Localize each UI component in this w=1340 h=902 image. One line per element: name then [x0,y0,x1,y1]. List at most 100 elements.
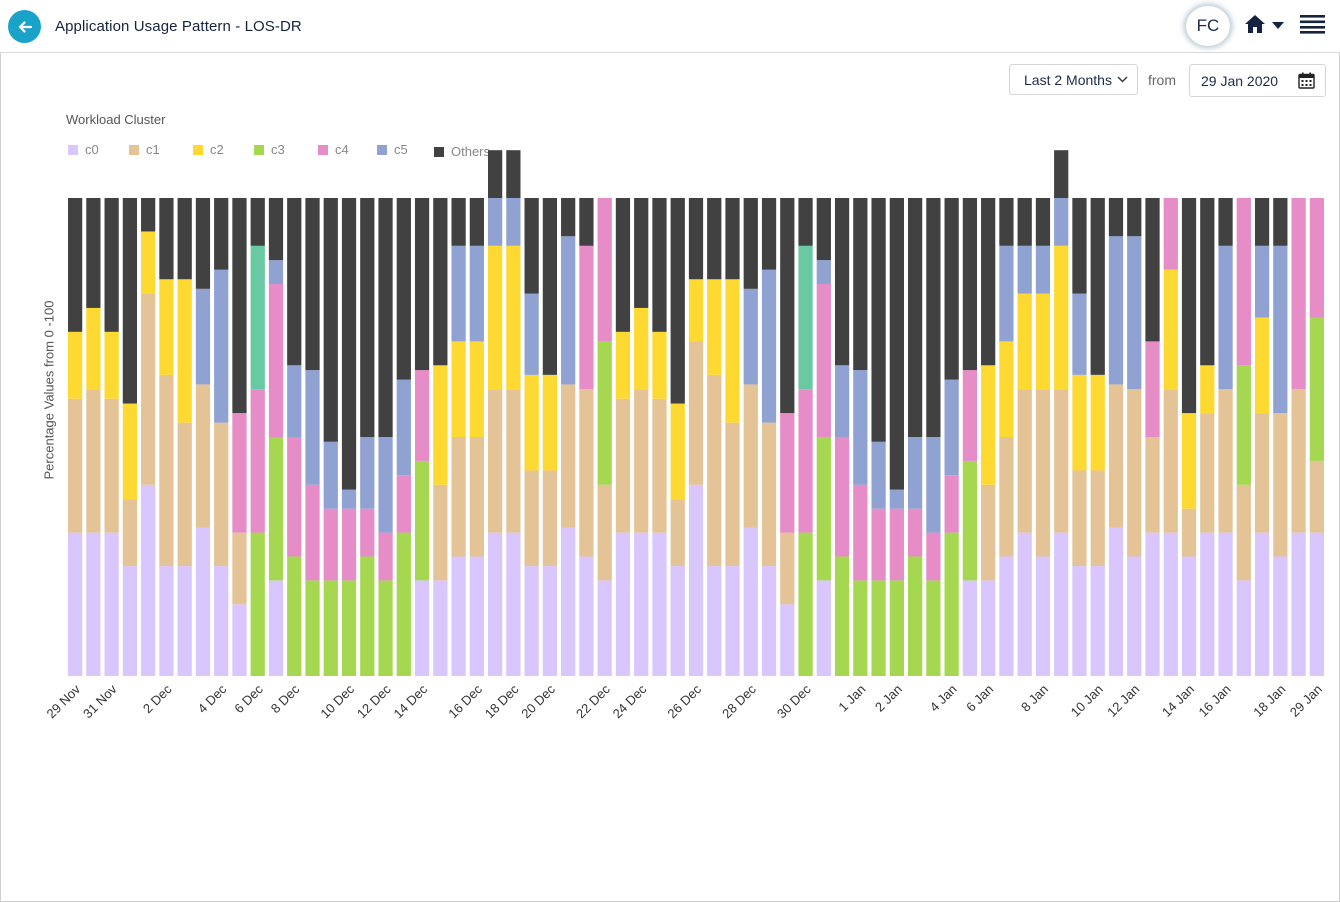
bar-27-segment-c5[interactable] [561,236,576,385]
bar-8-segment-Others[interactable] [214,198,229,270]
bar-0-segment-Others[interactable] [68,198,83,332]
bar-9-segment-c0[interactable] [232,604,247,676]
bar-26-segment-c1[interactable] [542,470,558,567]
bar-37-segment-c5[interactable] [743,288,758,385]
bar-11-segment-Others[interactable] [268,198,284,261]
bar-17-segment-c3[interactable] [378,580,393,676]
bar-10-segment-Others[interactable] [250,198,265,246]
bar-28-segment-c0[interactable] [579,556,594,677]
bar-4-segment-c1[interactable] [141,293,156,485]
bar-29-segment-c3[interactable] [597,341,612,485]
bar-12-segment-c4[interactable] [287,437,302,557]
from-date-field[interactable]: 29 Jan 2020 [1189,64,1326,97]
bar-16-segment-c4[interactable] [360,508,375,557]
bar-52-segment-c2[interactable] [1017,293,1032,390]
bar-23-segment-Others[interactable] [488,150,503,198]
bar-3-segment-c2[interactable] [122,403,138,500]
bar-5-segment-c2[interactable] [159,279,174,375]
bar-51-segment-c0[interactable] [999,556,1014,677]
bar-60-segment-c1[interactable] [1163,389,1178,533]
bar-19-segment-Others[interactable] [414,198,430,371]
legend-item-c1[interactable]: c1 [129,142,160,157]
bar-27-segment-c0[interactable] [561,527,576,676]
bar-33-segment-Others[interactable] [670,198,685,404]
user-avatar[interactable]: FC [1186,6,1230,46]
bar-13-segment-c3[interactable] [305,580,320,676]
bar-65-segment-c5[interactable] [1254,245,1270,318]
bar-19-segment-c0[interactable] [414,580,430,676]
bar-65-segment-c1[interactable] [1254,413,1270,533]
bar-41-segment-c3[interactable] [816,437,831,581]
bar-38-segment-c0[interactable] [761,566,777,676]
bar-51-segment-Others[interactable] [999,198,1014,246]
bar-47-segment-Others[interactable] [926,198,941,437]
bar-7-segment-c5[interactable] [195,288,211,385]
bar-9-segment-Others[interactable] [232,198,247,414]
bar-55-segment-c0[interactable] [1072,566,1087,676]
bar-42-segment-Others[interactable] [834,198,850,366]
bar-61-segment-c0[interactable] [1181,556,1197,677]
bar-25-segment-c2[interactable] [524,374,539,471]
bar-54-segment-c1[interactable] [1054,389,1069,533]
bar-41-segment-c5[interactable] [816,260,831,285]
bar-46-segment-c5[interactable] [908,437,923,509]
bar-33-segment-c1[interactable] [670,499,685,567]
bar-51-segment-c5[interactable] [999,245,1014,342]
bar-53-segment-c0[interactable] [1035,556,1051,677]
bar-53-segment-c5[interactable] [1035,245,1051,294]
bar-38-segment-Others[interactable] [761,198,777,270]
bar-4-segment-Others[interactable] [141,198,156,232]
bar-45-segment-Others[interactable] [889,198,904,490]
bar-63-segment-c1[interactable] [1218,389,1233,533]
bar-44-segment-c4[interactable] [871,508,886,581]
bar-0-segment-c1[interactable] [68,398,83,533]
bar-24-segment-c0[interactable] [506,532,521,676]
bar-27-segment-Others[interactable] [561,198,576,237]
bar-47-segment-c4[interactable] [926,532,941,581]
bar-40-segment-c3[interactable] [798,532,813,676]
bar-8-segment-c0[interactable] [214,566,229,676]
bar-23-segment-c0[interactable] [488,532,503,676]
bar-21-segment-c5[interactable] [451,245,466,342]
bar-15-segment-c5[interactable] [341,489,357,509]
bar-68-segment-c1[interactable] [1309,460,1324,533]
bar-20-segment-c2[interactable] [433,365,448,485]
bar-22-segment-c2[interactable] [469,341,484,437]
bar-24-segment-c5[interactable] [506,198,521,246]
bar-52-segment-c0[interactable] [1017,532,1032,676]
bar-40-segment-teal[interactable] [798,245,813,390]
bar-14-segment-Others[interactable] [323,198,338,442]
bar-34-segment-Others[interactable] [688,198,704,280]
bar-16-segment-Others[interactable] [360,198,375,437]
bar-10-segment-c4[interactable] [250,389,265,533]
bar-43-segment-Others[interactable] [853,198,868,371]
bar-24-segment-c1[interactable] [506,389,521,533]
bar-24-segment-c2[interactable] [506,245,521,390]
bar-20-segment-c1[interactable] [433,484,448,581]
bar-11-segment-c5[interactable] [268,260,284,285]
bar-9-segment-c4[interactable] [232,413,247,533]
bar-64-segment-c1[interactable] [1236,484,1251,581]
legend-item-others[interactable]: Others [434,144,490,159]
bar-56-segment-c2[interactable] [1090,374,1105,471]
bar-20-segment-Others[interactable] [433,198,448,366]
bar-66-segment-c0[interactable] [1273,556,1288,677]
bar-22-segment-c5[interactable] [469,245,484,342]
bar-29-segment-c0[interactable] [597,580,612,676]
bar-19-segment-c3[interactable] [414,460,430,581]
bar-14-segment-c5[interactable] [323,441,338,509]
bar-58-segment-c1[interactable] [1127,389,1142,557]
bar-26-segment-Others[interactable] [542,198,558,375]
bar-65-segment-c0[interactable] [1254,532,1270,676]
bar-48-segment-c5[interactable] [944,379,959,476]
bar-21-segment-c1[interactable] [451,437,466,557]
bar-68-segment-c4[interactable] [1309,198,1324,318]
bar-12-segment-Others[interactable] [287,198,302,366]
bar-34-segment-c2[interactable] [688,279,704,342]
bar-17-segment-Others[interactable] [378,198,393,437]
bar-60-segment-c0[interactable] [1163,532,1178,676]
bar-36-segment-Others[interactable] [725,198,740,280]
bar-66-segment-c1[interactable] [1273,413,1288,557]
bar-1-segment-c2[interactable] [86,307,101,390]
bar-66-segment-c5[interactable] [1273,245,1288,414]
